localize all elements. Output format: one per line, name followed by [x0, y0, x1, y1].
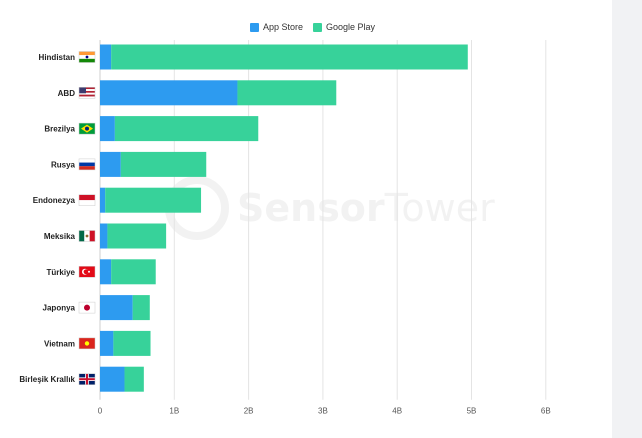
legend-swatch-google-play: [313, 22, 323, 32]
bar-chart: 0 1B 2B 3B 4B 5B 6B Hindistan ABD Brezilya Rusya En…: [19, 40, 551, 416]
category-label: Endonezya: [33, 196, 76, 205]
right-edge-strip: [612, 0, 642, 438]
bar-google-play: [124, 366, 144, 392]
bar-app-store: [100, 44, 112, 70]
bar-google-play: [113, 330, 151, 356]
category-label: Meksika: [44, 232, 76, 241]
bar-google-play: [111, 259, 156, 285]
flag-japan-icon: [78, 301, 96, 314]
bar-app-store: [100, 151, 121, 177]
category-label: Birleşik Krallık: [19, 375, 75, 384]
x-tick-label: 6B: [541, 407, 551, 416]
flag-mexico-icon: [78, 230, 96, 242]
bar-google-play: [105, 187, 202, 213]
bar-app-store: [100, 223, 108, 249]
flag-vietnam-icon: [78, 337, 96, 350]
bar-google-play: [237, 80, 337, 106]
bar-google-play: [120, 151, 207, 177]
flag-russia-icon: [78, 158, 96, 171]
category-label: Brezilya: [44, 125, 75, 134]
category-label: Hindistan: [39, 53, 76, 62]
bar-google-play: [132, 295, 150, 321]
category-label: Rusya: [51, 160, 76, 169]
x-tick-label: 0: [98, 407, 103, 416]
x-tick-label: 1B: [169, 407, 179, 416]
flag-turkey-icon: [78, 266, 96, 278]
bar-google-play: [114, 116, 259, 142]
bar-app-store: [100, 330, 114, 356]
bar-app-store: [100, 116, 115, 142]
bar-app-store: [100, 80, 238, 106]
x-tick-label: 2B: [244, 407, 254, 416]
category-label: Vietnam: [44, 339, 75, 348]
x-tick-label: 4B: [392, 407, 402, 416]
legend-label-app-store: App Store: [263, 22, 304, 32]
chart-legend: App Store Google Play: [250, 22, 385, 32]
flag-india-icon: [78, 51, 96, 63]
x-tick-label: 3B: [318, 407, 328, 416]
bar-app-store: [100, 295, 133, 321]
flag-usa-icon: [78, 87, 96, 99]
bar-app-store: [100, 366, 125, 392]
legend-label-google-play: Google Play: [326, 22, 376, 32]
flag-indonesia-icon: [78, 194, 96, 206]
category-label: Japonya: [43, 304, 76, 313]
legend-item-google-play[interactable]: Google Play: [313, 22, 375, 32]
category-label: Türkiye: [47, 268, 76, 277]
flag-brazil-icon: [78, 122, 96, 135]
bar-google-play: [107, 223, 167, 249]
legend-swatch-app-store: [250, 22, 259, 32]
bar-app-store: [100, 187, 106, 213]
bar-app-store: [100, 259, 112, 285]
bar-google-play: [111, 44, 468, 70]
legend-item-app-store[interactable]: App Store: [250, 22, 303, 32]
x-tick-label: 5B: [467, 407, 477, 416]
category-label: ABD: [58, 89, 76, 98]
flag-uk-icon: [78, 373, 96, 385]
